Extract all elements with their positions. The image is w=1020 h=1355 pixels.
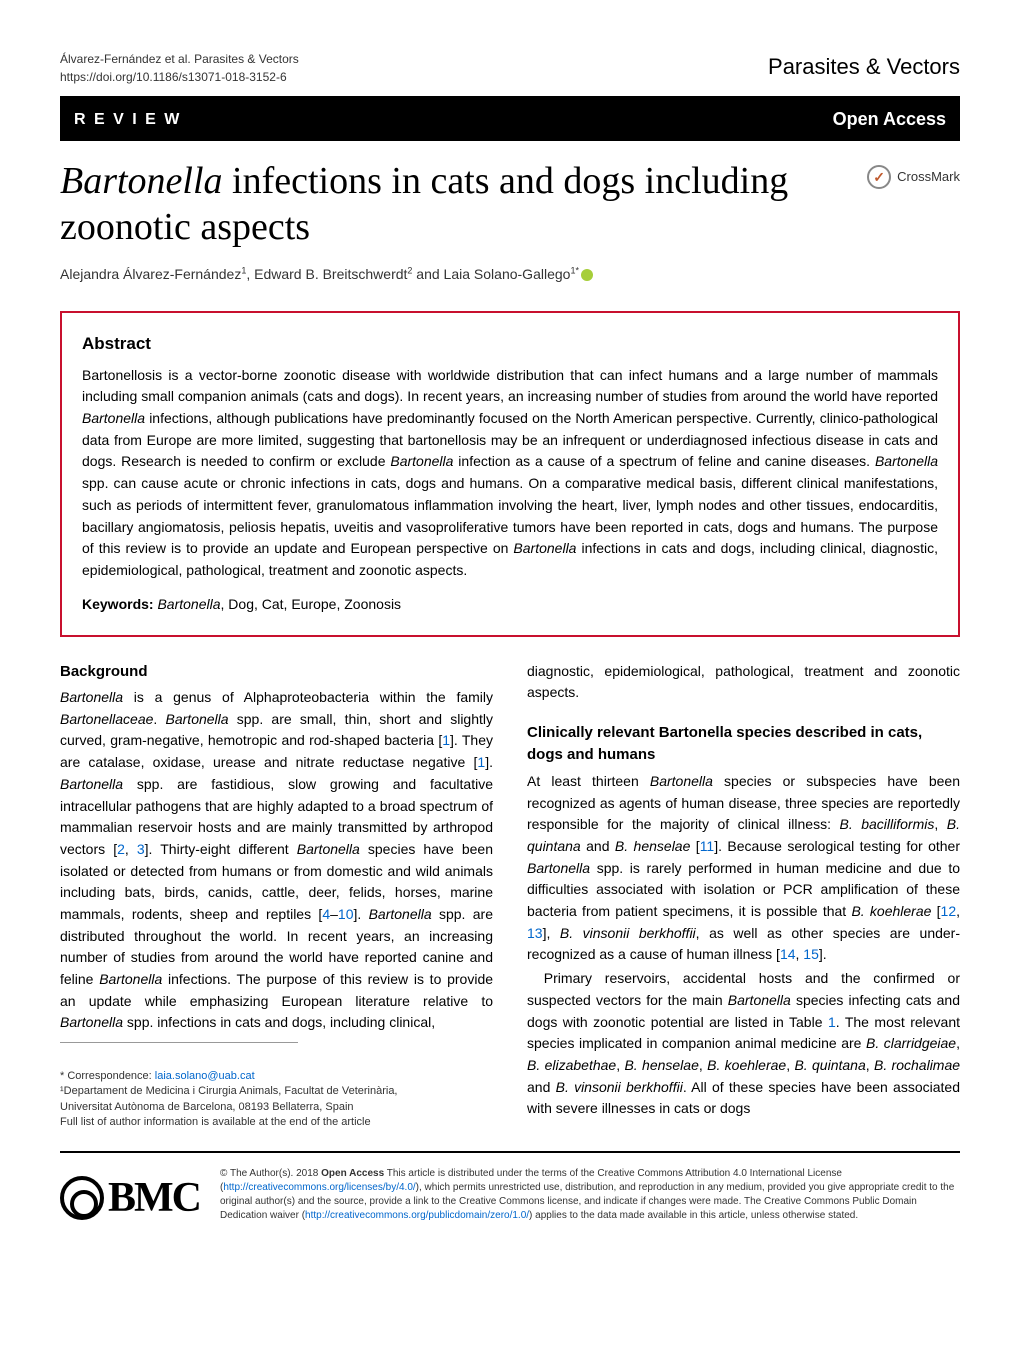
correspondence-email[interactable]: laia.solano@uab.cat — [155, 1070, 255, 1082]
crossmark-badge[interactable]: ✓ CrossMark — [867, 165, 960, 189]
body-columns: Background Bartonella is a genus of Alph… — [60, 661, 960, 1131]
abstract-box: Abstract Bartonellosis is a vector-borne… — [60, 311, 960, 636]
clinical-text: At least thirteen Bartonella species or … — [527, 771, 960, 966]
col2-intro: diagnostic, epidemiological, pathologica… — [527, 661, 960, 704]
keywords-text: Bartonella, Dog, Cat, Europe, Zoonosis — [157, 596, 401, 612]
orcid-icon[interactable] — [581, 269, 593, 281]
author-list: Alejandra Álvarez-Fernández1, Edward B. … — [60, 264, 960, 285]
correspondence-rule — [60, 1042, 298, 1043]
background-heading: Background — [60, 661, 493, 684]
column-left: Background Bartonella is a genus of Alph… — [60, 661, 493, 1131]
crossmark-icon: ✓ — [867, 165, 891, 189]
title-italic: Bartonella — [60, 160, 223, 202]
affiliation-line1: ¹Departament de Medicina i Cirurgia Anim… — [60, 1084, 493, 1099]
affiliation-line2: Universitat Autònoma de Barcelona, 08193… — [60, 1100, 493, 1115]
affiliation-line3: Full list of author information is avail… — [60, 1115, 493, 1130]
journal-brand: Parasites & Vectors — [768, 50, 960, 83]
clinical-text2: Primary reservoirs, accidental hosts and… — [527, 968, 960, 1120]
keywords: Keywords: Bartonella, Dog, Cat, Europe, … — [82, 594, 938, 615]
citation-line1: Álvarez-Fernández et al. Parasites & Vec… — [60, 50, 299, 68]
crossmark-label: CrossMark — [897, 167, 960, 187]
clinical-heading: Clinically relevant Bartonella species d… — [527, 722, 960, 767]
bmc-logo-icon — [60, 1176, 104, 1220]
authors-text: Alejandra Álvarez-Fernández1, Edward B. … — [60, 266, 579, 282]
open-access-label: Open Access — [833, 106, 946, 133]
article-title: Bartonella infections in cats and dogs i… — [60, 159, 820, 250]
column-right: diagnostic, epidemiological, pathologica… — [527, 661, 960, 1131]
keywords-label: Keywords: — [82, 596, 154, 612]
bmc-logo: BMC — [60, 1167, 200, 1230]
review-bar: R E V I E W Open Access — [60, 98, 960, 141]
page-footer: BMC © The Author(s). 2018 Open Access Th… — [60, 1151, 960, 1230]
bmc-logo-text: BMC — [108, 1167, 200, 1230]
abstract-heading: Abstract — [82, 331, 938, 357]
license-text: © The Author(s). 2018 Open Access This a… — [220, 1167, 960, 1223]
correspondence-block: * Correspondence: laia.solano@uab.cat ¹D… — [60, 1069, 493, 1131]
correspondence-label: * Correspondence: — [60, 1070, 155, 1082]
page-header: Álvarez-Fernández et al. Parasites & Vec… — [60, 50, 960, 86]
citation-info: Álvarez-Fernández et al. Parasites & Vec… — [60, 50, 299, 86]
citation-line2[interactable]: https://doi.org/10.1186/s13071-018-3152-… — [60, 68, 299, 86]
background-text: Bartonella is a genus of Alphaproteobact… — [60, 687, 493, 1034]
abstract-text: Bartonellosis is a vector-borne zoonotic… — [82, 365, 938, 582]
article-type-label: R E V I E W — [74, 108, 181, 132]
